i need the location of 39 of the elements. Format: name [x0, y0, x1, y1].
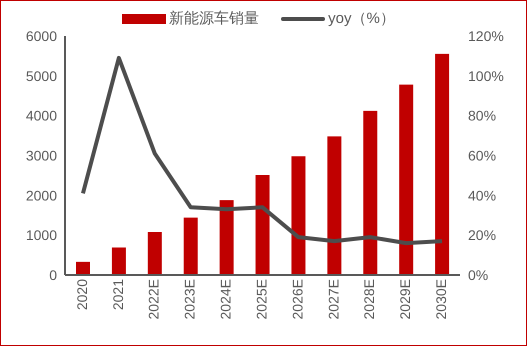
- bar: [363, 110, 378, 275]
- bar: [76, 262, 90, 275]
- x-tick-label: 2023E: [182, 279, 198, 320]
- y2-tick-label: 60%: [468, 147, 496, 164]
- x-tick-label: 2021: [110, 278, 126, 310]
- y-tick-label: 5000: [26, 68, 58, 84]
- y-tick-label: 2000: [26, 187, 58, 204]
- bar: [220, 200, 234, 275]
- y-tick-label: 6000: [26, 28, 58, 44]
- x-tick-label: 2025E: [253, 279, 270, 320]
- y2-tick-label: 20%: [468, 227, 496, 244]
- bar: [291, 156, 306, 275]
- line-series: [80, 56, 444, 246]
- x-tick-label: 2028E: [361, 279, 378, 320]
- y-tick-label: 3000: [26, 147, 58, 164]
- y2-tick-label: 40%: [468, 187, 496, 204]
- x-tick-label: 2020: [74, 278, 90, 310]
- bar: [399, 84, 414, 275]
- y2-tick-label: 100%: [468, 68, 504, 84]
- bar: [112, 248, 126, 275]
- x-tick-label: 2024E: [218, 279, 234, 320]
- bar: [184, 218, 198, 275]
- y2-tick-label: 80%: [468, 108, 496, 124]
- x-tick-label: 2030E: [432, 279, 449, 320]
- y-tick-label: 4000: [26, 108, 58, 124]
- y-tick-label: 1000: [26, 227, 58, 244]
- y2-tick-label: 0%: [468, 266, 488, 283]
- bar: [256, 175, 270, 275]
- bar: [435, 54, 450, 275]
- legend-label: 新能源车销量: [169, 9, 260, 28]
- y-tick-label: 0: [49, 266, 58, 283]
- y2-tick-label: 120%: [468, 28, 504, 44]
- bar: [327, 136, 342, 275]
- legend-label: yoy（%）: [328, 9, 395, 28]
- x-tick-label: 2022E: [146, 279, 162, 320]
- x-tick-label: 2027E: [325, 279, 342, 320]
- x-tick-label: 2029E: [397, 279, 414, 320]
- bar: [148, 232, 162, 275]
- x-tick-label: 2026E: [289, 279, 306, 320]
